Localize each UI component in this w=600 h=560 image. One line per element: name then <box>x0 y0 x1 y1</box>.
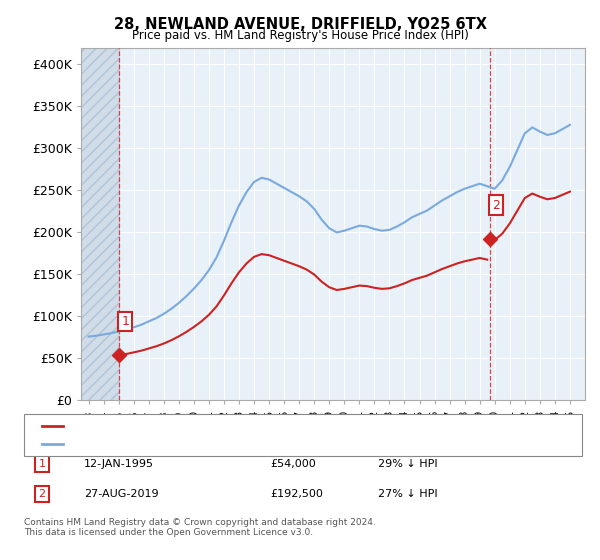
Text: 2: 2 <box>38 489 46 499</box>
Text: £54,000: £54,000 <box>270 459 316 469</box>
Text: 1: 1 <box>121 315 129 328</box>
Text: 12-JAN-1995: 12-JAN-1995 <box>84 459 154 469</box>
Text: 28, NEWLAND AVENUE, DRIFFIELD, YO25 6TX: 28, NEWLAND AVENUE, DRIFFIELD, YO25 6TX <box>113 17 487 32</box>
Text: 1: 1 <box>38 459 46 469</box>
Text: 28, NEWLAND AVENUE, DRIFFIELD, YO25 6TX (detached house): 28, NEWLAND AVENUE, DRIFFIELD, YO25 6TX … <box>66 421 396 431</box>
Bar <box>81 48 119 400</box>
Text: 27% ↓ HPI: 27% ↓ HPI <box>378 489 437 499</box>
Text: HPI: Average price, detached house, East Riding of Yorkshire: HPI: Average price, detached house, East… <box>66 439 382 449</box>
Text: 27-AUG-2019: 27-AUG-2019 <box>84 489 158 499</box>
Text: 29% ↓ HPI: 29% ↓ HPI <box>378 459 437 469</box>
Text: Price paid vs. HM Land Registry's House Price Index (HPI): Price paid vs. HM Land Registry's House … <box>131 29 469 42</box>
Text: 2: 2 <box>491 199 500 212</box>
Text: Contains HM Land Registry data © Crown copyright and database right 2024.
This d: Contains HM Land Registry data © Crown c… <box>24 518 376 537</box>
Bar <box>81 48 119 400</box>
Text: £192,500: £192,500 <box>270 489 323 499</box>
